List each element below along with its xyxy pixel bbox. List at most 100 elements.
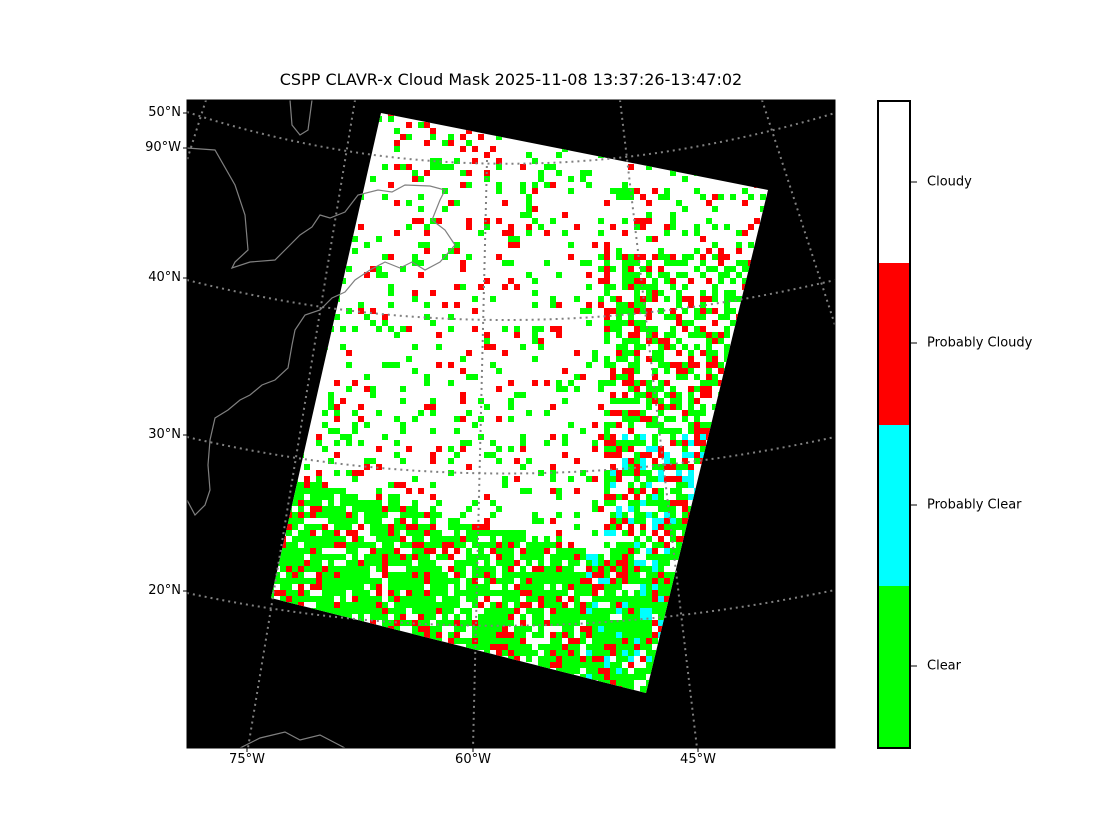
cloud-mask-pixel bbox=[424, 608, 430, 614]
cloud-mask-pixel bbox=[634, 650, 640, 656]
cloud-mask-pixel bbox=[580, 548, 586, 554]
cloud-mask-pixel bbox=[658, 506, 664, 512]
cloud-mask-pixel bbox=[664, 338, 670, 344]
cloud-mask-pixel bbox=[556, 512, 562, 518]
cloud-mask-pixel bbox=[460, 626, 466, 632]
cloud-mask-pixel bbox=[706, 218, 712, 224]
cloud-mask-pixel bbox=[364, 590, 370, 596]
cloud-mask-pixel bbox=[304, 524, 310, 530]
cloud-mask-pixel bbox=[286, 542, 292, 548]
cloud-mask-pixel bbox=[418, 578, 424, 584]
cloud-mask-pixel bbox=[490, 638, 496, 644]
cloud-mask-pixel bbox=[304, 488, 310, 494]
cloud-mask-pixel bbox=[610, 662, 616, 668]
cloud-mask-pixel bbox=[454, 602, 460, 608]
cloud-mask-pixel bbox=[640, 596, 646, 602]
cloud-mask-pixel bbox=[520, 566, 526, 572]
cloud-mask-pixel bbox=[604, 500, 610, 506]
cloud-mask-pixel bbox=[448, 446, 454, 452]
cloud-mask-pixel bbox=[340, 608, 346, 614]
cloud-mask-pixel bbox=[544, 650, 550, 656]
cloud-mask-pixel bbox=[616, 626, 622, 632]
cloud-mask-pixel bbox=[412, 260, 418, 266]
cloud-mask-pixel bbox=[616, 548, 622, 554]
cloud-mask-pixel bbox=[610, 632, 616, 638]
cloud-mask-pixel bbox=[664, 368, 670, 374]
cloud-mask-pixel bbox=[496, 626, 502, 632]
cloud-mask-pixel bbox=[718, 362, 724, 368]
cloud-mask-pixel bbox=[586, 362, 592, 368]
cloud-mask-pixel bbox=[598, 218, 604, 224]
cloud-mask-pixel bbox=[286, 572, 292, 578]
cloud-mask-pixel bbox=[376, 494, 382, 500]
cloud-mask-pixel bbox=[646, 620, 652, 626]
cloud-mask-pixel bbox=[628, 464, 634, 470]
cloud-mask-pixel bbox=[388, 530, 394, 536]
cloud-mask-pixel bbox=[646, 326, 652, 332]
cloud-mask-pixel bbox=[286, 554, 292, 560]
cloud-mask-pixel bbox=[388, 500, 394, 506]
cloud-mask-pixel bbox=[580, 554, 586, 560]
cloud-mask-pixel bbox=[670, 332, 676, 338]
cloud-mask-pixel bbox=[346, 548, 352, 554]
cloud-mask-pixel bbox=[670, 308, 676, 314]
cloud-mask-pixel bbox=[532, 182, 538, 188]
cloud-mask-pixel bbox=[592, 638, 598, 644]
cloud-mask-pixel bbox=[640, 254, 646, 260]
cloud-mask-pixel bbox=[664, 530, 670, 536]
cloud-mask-pixel bbox=[460, 284, 466, 290]
cloud-mask-pixel bbox=[604, 272, 610, 278]
cloud-mask-pixel bbox=[436, 332, 442, 338]
cloud-mask-pixel bbox=[460, 260, 466, 266]
cloud-mask-pixel bbox=[628, 632, 634, 638]
cloud-mask-pixel bbox=[406, 326, 412, 332]
cloud-mask-pixel bbox=[604, 362, 610, 368]
cloud-mask-pixel bbox=[370, 524, 376, 530]
cloud-mask-pixel bbox=[400, 326, 406, 332]
lon-label-90w: 90°W bbox=[145, 140, 181, 155]
cloud-mask-pixel bbox=[568, 554, 574, 560]
cloud-mask-pixel bbox=[586, 632, 592, 638]
cloud-mask-pixel bbox=[454, 302, 460, 308]
cloud-mask-pixel bbox=[682, 308, 688, 314]
cloud-mask-pixel bbox=[604, 332, 610, 338]
cloud-mask-pixel bbox=[712, 320, 718, 326]
cloud-mask-pixel bbox=[364, 272, 370, 278]
cloud-mask-pixel bbox=[466, 410, 472, 416]
cloud-mask-pixel bbox=[658, 572, 664, 578]
cloud-mask-pixel bbox=[490, 590, 496, 596]
cloud-mask-pixel bbox=[478, 566, 484, 572]
cloud-mask-pixel bbox=[334, 590, 340, 596]
cloud-mask-pixel bbox=[454, 284, 460, 290]
cloud-mask-pixel bbox=[616, 542, 622, 548]
cloud-mask-pixel bbox=[736, 296, 742, 302]
cloud-mask-pixel bbox=[496, 254, 502, 260]
cloud-mask-pixel bbox=[652, 422, 658, 428]
cloud-mask-pixel bbox=[628, 620, 634, 626]
cloud-mask-pixel bbox=[424, 140, 430, 146]
cloud-mask-pixel bbox=[532, 518, 538, 524]
cloud-mask-pixel bbox=[664, 590, 670, 596]
cloud-mask-pixel bbox=[502, 536, 508, 542]
cloud-mask-pixel bbox=[664, 476, 670, 482]
cloud-mask-pixel bbox=[346, 602, 352, 608]
cloud-mask-pixel bbox=[496, 542, 502, 548]
cloud-mask-pixel bbox=[664, 344, 670, 350]
cloud-mask-pixel bbox=[484, 614, 490, 620]
cloud-mask-pixel bbox=[424, 572, 430, 578]
cloud-mask-pixel bbox=[364, 374, 370, 380]
cloud-mask-pixel bbox=[664, 296, 670, 302]
cloud-mask-pixel bbox=[472, 146, 478, 152]
cloud-mask-pixel bbox=[430, 494, 436, 500]
cloud-mask-pixel bbox=[460, 590, 466, 596]
cloud-mask-pixel bbox=[622, 548, 628, 554]
cloud-mask-pixel bbox=[310, 566, 316, 572]
cloud-mask-pixel bbox=[472, 590, 478, 596]
cloud-mask-pixel bbox=[610, 668, 616, 674]
cloud-mask-pixel bbox=[664, 230, 670, 236]
cloud-mask-pixel bbox=[664, 542, 670, 548]
cloud-mask-pixel bbox=[682, 500, 688, 506]
cloud-mask-pixel bbox=[376, 596, 382, 602]
cloud-mask-pixel bbox=[580, 572, 586, 578]
cloud-mask-pixel bbox=[526, 548, 532, 554]
